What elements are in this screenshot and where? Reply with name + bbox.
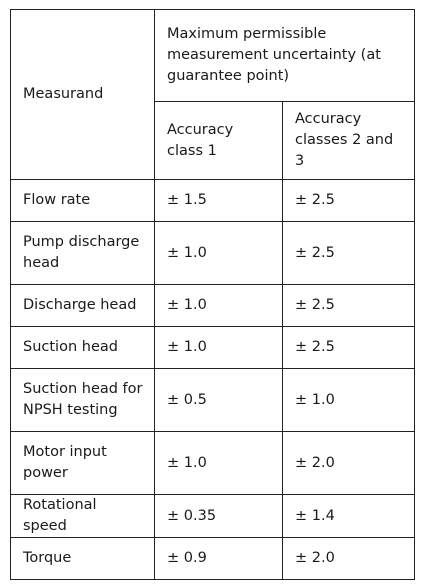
table-row: Discharge head ± 1.0 ± 2.5 <box>10 284 415 327</box>
row-measurand: Suction head for NPSH testing <box>10 368 155 432</box>
row-measurand: Discharge head <box>10 284 155 327</box>
table-row: Pump discharge head ± 1.0 ± 2.5 <box>10 221 415 285</box>
row-class1-value: ± 1.0 <box>154 431 283 495</box>
row-measurand: Pump discharge head <box>10 221 155 285</box>
row-class1-value: ± 0.9 <box>154 537 283 580</box>
row-class1-value: ± 1.0 <box>154 284 283 327</box>
row-class23-value: ± 1.0 <box>282 368 415 432</box>
row-class1-value: ± 1.0 <box>154 221 283 285</box>
row-class23-value: ± 2.5 <box>282 326 415 369</box>
header-row: Measurand Maximum permissible measuremen… <box>10 9 415 180</box>
row-measurand: Flow rate <box>10 179 155 222</box>
row-class1-value: ± 0.35 <box>154 494 283 538</box>
table-row: Suction head for NPSH testing ± 0.5 ± 1.… <box>10 368 415 432</box>
row-class23-value: ± 2.5 <box>282 179 415 222</box>
table-row: Motor input power ± 1.0 ± 2.0 <box>10 431 415 495</box>
row-class1-value: ± 1.0 <box>154 326 283 369</box>
row-class1-value: ± 1.5 <box>154 179 283 222</box>
table-row: Rotational speed ± 0.35 ± 1.4 <box>10 494 415 538</box>
row-measurand: Suction head <box>10 326 155 369</box>
table-row: Suction head ± 1.0 ± 2.5 <box>10 326 415 369</box>
table-row: Flow rate ± 1.5 ± 2.5 <box>10 179 415 222</box>
uncertainty-table-container: Measurand Maximum permissible measuremen… <box>10 9 415 580</box>
row-measurand: Motor input power <box>10 431 155 495</box>
row-class23-value: ± 1.4 <box>282 494 415 538</box>
row-class23-value: ± 2.0 <box>282 537 415 580</box>
header-accuracy-classes-2-3: Accuracy classes 2 and 3 <box>282 101 415 180</box>
header-accuracy-class-1: Accuracy class 1 <box>154 101 283 180</box>
row-class23-value: ± 2.5 <box>282 284 415 327</box>
row-class1-value: ± 0.5 <box>154 368 283 432</box>
header-measurand: Measurand <box>10 9 155 180</box>
row-measurand: Torque <box>10 537 155 580</box>
row-measurand: Rotational speed <box>10 494 155 538</box>
header-uncertainty: Maximum permissible measurement uncertai… <box>154 9 415 102</box>
row-class23-value: ± 2.0 <box>282 431 415 495</box>
uncertainty-table: Measurand Maximum permissible measuremen… <box>10 9 415 580</box>
row-class23-value: ± 2.5 <box>282 221 415 285</box>
subheader-row: Accuracy class 1 Accuracy classes 2 and … <box>11 101 415 180</box>
table-row: Torque ± 0.9 ± 2.0 <box>10 537 415 580</box>
